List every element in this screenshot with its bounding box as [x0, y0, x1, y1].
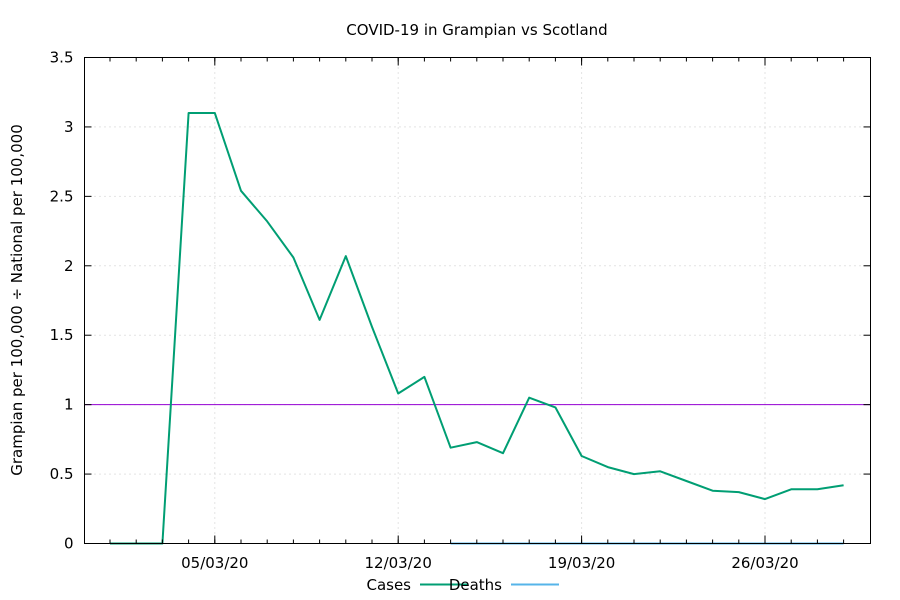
y-tick-label: 0.5: [50, 465, 74, 483]
chart-title: COVID-19 in Grampian vs Scotland: [346, 21, 607, 39]
legend: Cases Deaths: [366, 576, 559, 594]
y-tick-label: 2.5: [50, 187, 74, 205]
x-tick-label: 12/03/20: [365, 554, 432, 572]
y-tick-label: 3.5: [50, 49, 74, 67]
y-tick-label: 0: [64, 535, 74, 553]
y-tick-label: 1.5: [50, 326, 74, 344]
grid: [84, 57, 871, 544]
series-layer: [109, 112, 844, 545]
y-tick-label: 3: [64, 118, 74, 136]
legend-label-deaths: Deaths: [449, 576, 502, 594]
y-axis-title: Grampian per 100,000 ÷ National per 100,…: [8, 124, 26, 476]
x-tick-label: 05/03/20: [181, 554, 248, 572]
plot-frame: [84, 57, 871, 544]
legend-label-cases: Cases: [366, 576, 411, 594]
x-tick-label: 26/03/20: [731, 554, 798, 572]
series-line-cases: [110, 112, 844, 545]
ticks: 0 0.5 1 1.5 2 2.5 3 3.5 05/03/20 12/03/20 19/03/20…: [50, 49, 871, 572]
x-tick-label: 19/03/20: [548, 554, 615, 572]
y-tick-label: 1: [64, 396, 74, 414]
y-tick-label: 2: [64, 257, 74, 275]
